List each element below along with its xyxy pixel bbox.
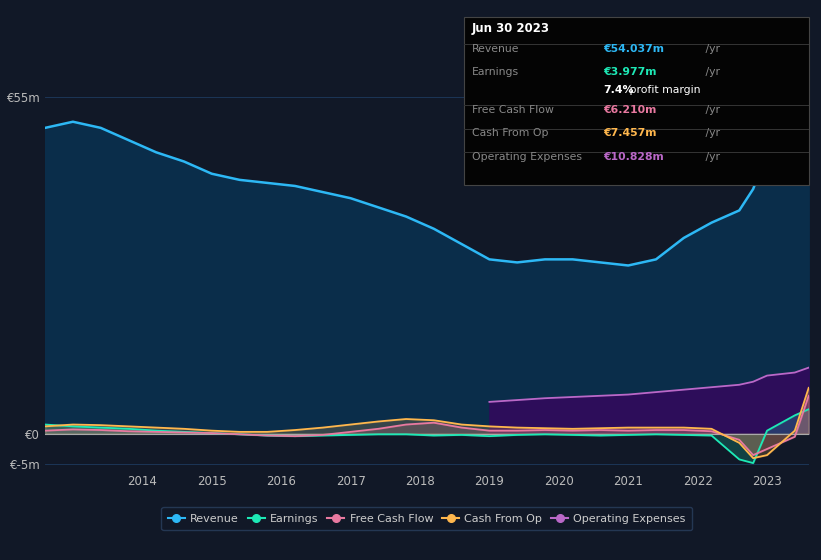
Text: Revenue: Revenue [472, 44, 520, 54]
Text: Jun 30 2023: Jun 30 2023 [472, 22, 550, 35]
Text: €54.037m: €54.037m [603, 44, 664, 54]
Text: /yr: /yr [702, 44, 720, 54]
Text: €6.210m: €6.210m [603, 105, 657, 115]
Legend: Revenue, Earnings, Free Cash Flow, Cash From Op, Operating Expenses: Revenue, Earnings, Free Cash Flow, Cash … [162, 507, 692, 530]
Text: €3.977m: €3.977m [603, 67, 657, 77]
Text: €7.457m: €7.457m [603, 128, 657, 138]
Text: /yr: /yr [702, 152, 720, 162]
Text: Cash From Op: Cash From Op [472, 128, 548, 138]
Text: €10.828m: €10.828m [603, 152, 664, 162]
Text: profit margin: profit margin [626, 85, 701, 95]
Text: Earnings: Earnings [472, 67, 519, 77]
Text: Operating Expenses: Operating Expenses [472, 152, 582, 162]
Text: /yr: /yr [702, 105, 720, 115]
Text: /yr: /yr [702, 67, 720, 77]
Text: Free Cash Flow: Free Cash Flow [472, 105, 554, 115]
Text: /yr: /yr [702, 128, 720, 138]
Text: 7.4%: 7.4% [603, 85, 634, 95]
